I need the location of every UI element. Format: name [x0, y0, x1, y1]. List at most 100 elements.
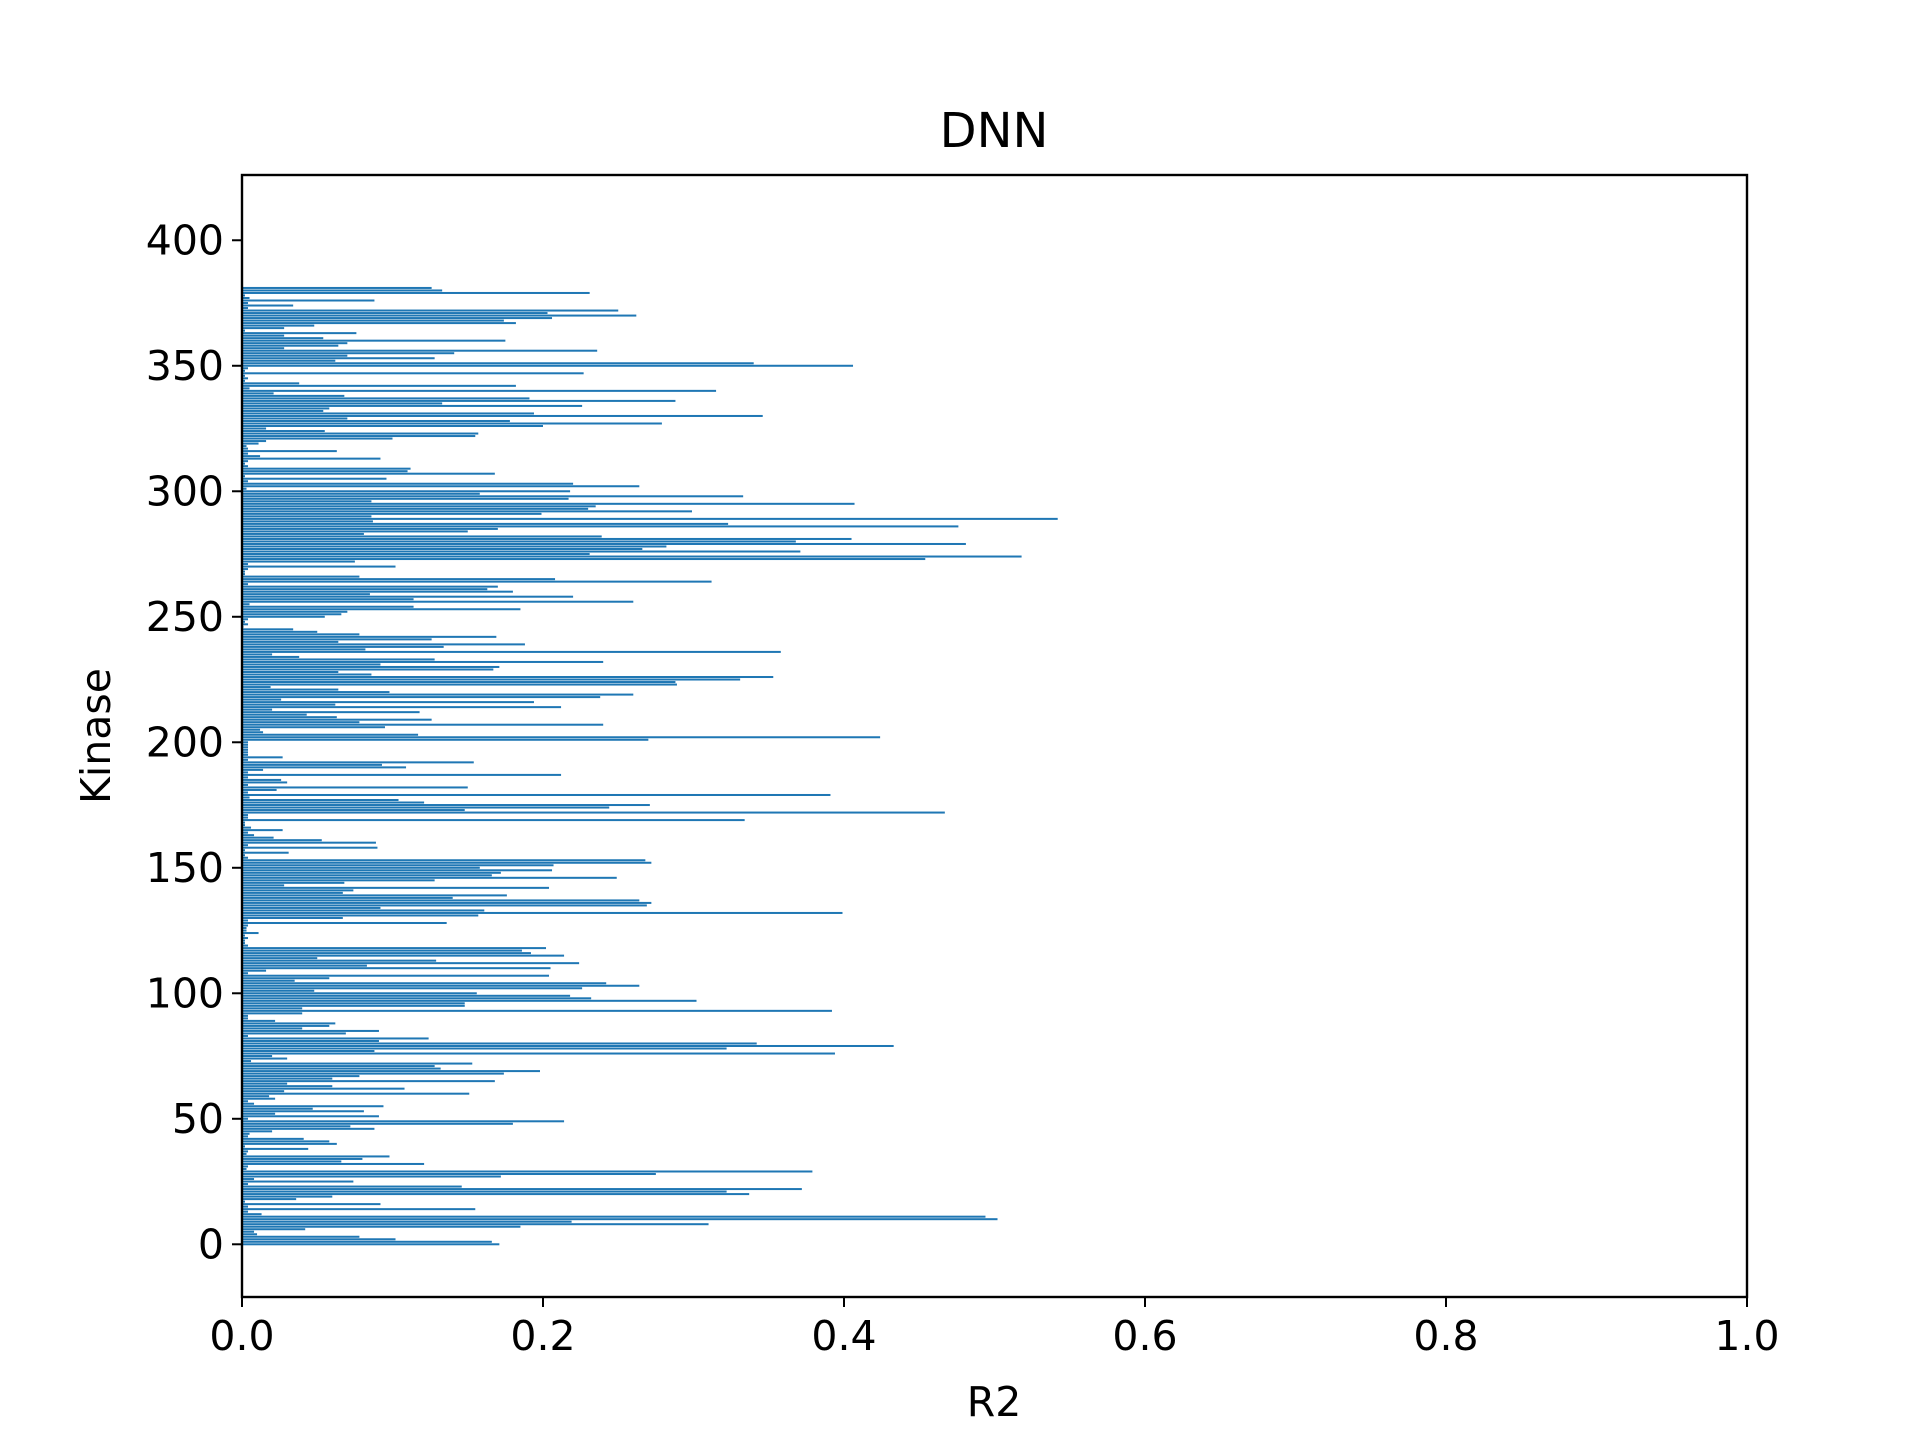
bar-kinase-270 — [242, 565, 396, 568]
bar-kinase-100 — [242, 992, 477, 995]
bar-kinase-57 — [242, 1100, 249, 1103]
bar-kinase-277 — [242, 547, 643, 551]
bar-kinase-110 — [242, 967, 551, 970]
bar-kinase-67 — [242, 1075, 360, 1078]
bar-kinase-84 — [242, 1032, 346, 1035]
bar-kinase-35 — [242, 1155, 390, 1158]
bar-kinase-361 — [242, 337, 324, 340]
bar-kinase-133 — [242, 909, 485, 912]
bar-kinase-59 — [242, 1095, 270, 1098]
bar-kinase-365 — [242, 327, 285, 330]
bar-kinase-285 — [242, 527, 498, 530]
bar-kinase-69 — [242, 1070, 540, 1073]
bar-kinase-148 — [242, 871, 501, 874]
bar-kinase-343 — [242, 382, 300, 385]
bar-kinase-82 — [242, 1037, 429, 1040]
bar-kinase-123 — [242, 934, 246, 937]
bar-kinase-126 — [242, 927, 247, 930]
bar-kinase-258 — [242, 595, 574, 598]
bar-kinase-289 — [242, 517, 1058, 520]
bar-kinase-250 — [242, 615, 325, 618]
bar-kinase-269 — [242, 568, 249, 571]
bar-kinase-354 — [242, 354, 348, 357]
bar-kinase-40 — [242, 1142, 337, 1145]
bar-kinase-306 — [242, 475, 246, 478]
bar-kinase-124 — [242, 932, 259, 935]
bar-kinase-347 — [242, 372, 584, 375]
bar-kinase-138 — [242, 896, 453, 899]
bar-kinase-155 — [242, 854, 246, 857]
bar-kinase-247 — [242, 623, 249, 626]
bar-kinase-257 — [242, 598, 414, 601]
bar-kinase-116 — [242, 952, 531, 955]
bar-kinase-17 — [242, 1200, 246, 1203]
bar-kinase-374 — [242, 304, 294, 307]
bar-kinase-299 — [242, 492, 480, 495]
bar-kinase-231 — [242, 663, 381, 666]
bar-kinase-144 — [242, 881, 345, 884]
bar-kinase-28 — [242, 1173, 656, 1176]
bar-kinase-146 — [242, 876, 617, 879]
bar-kinase-38 — [242, 1147, 309, 1150]
bar-kinase-356 — [242, 349, 598, 352]
bar-kinase-108 — [242, 972, 249, 975]
bar-kinase-288 — [242, 520, 373, 523]
bar-kinase-134 — [242, 906, 381, 909]
bar-kinase-201 — [242, 738, 649, 741]
bar-kinase-283 — [242, 532, 364, 535]
bar-kinase-370 — [242, 314, 637, 317]
bar-kinase-87 — [242, 1024, 330, 1027]
bar-kinase-275 — [242, 553, 590, 556]
bar-kinase-303 — [242, 482, 574, 485]
bar-kinase-377 — [242, 296, 250, 299]
bar-kinase-185 — [242, 778, 282, 781]
bar-kinase-332 — [242, 409, 324, 412]
bar-kinase-62 — [242, 1087, 405, 1090]
bar-kinase-194 — [242, 756, 283, 759]
y-axis: 0 50 100 150 200 250 300 350 400 — [146, 216, 242, 1268]
bar-kinase-291 — [242, 512, 542, 515]
bar-kinase-103 — [242, 984, 640, 987]
bar-kinase-314 — [242, 455, 261, 458]
bar-kinase-128 — [242, 921, 447, 925]
bar-kinase-55 — [242, 1105, 384, 1108]
bar-kinase-218 — [242, 696, 601, 699]
bar-kinase-171 — [242, 814, 249, 817]
bar-kinase-63 — [242, 1085, 333, 1088]
bar-kinase-115 — [242, 954, 565, 957]
bar-kinase-165 — [242, 829, 283, 832]
bar-kinase-308 — [242, 470, 408, 473]
bar-kinase-242 — [242, 635, 497, 638]
bar-kinase-280 — [242, 540, 796, 543]
bar-kinase-13 — [242, 1210, 249, 1213]
bar-kinase-344 — [242, 379, 246, 382]
bar-kinase-174 — [242, 806, 610, 809]
bar-kinase-346 — [242, 374, 246, 377]
bar-kinase-129 — [242, 919, 249, 922]
bar-kinase-320 — [242, 440, 267, 443]
bar-kinase-223 — [242, 683, 677, 686]
bar-kinase-267 — [242, 573, 246, 576]
bar-kinase-213 — [242, 708, 273, 711]
plot-frame — [240, 173, 1749, 1299]
bar-kinase-368 — [242, 319, 504, 322]
bar-kinase-60 — [242, 1092, 470, 1095]
bar-kinase-234 — [242, 655, 300, 658]
bar-kinase-136 — [242, 901, 652, 904]
bar-kinase-68 — [242, 1072, 504, 1075]
bar-kinase-77 — [242, 1050, 375, 1053]
x-tick-label: 0.6 — [1112, 1312, 1177, 1360]
bar-kinase-54 — [242, 1107, 313, 1110]
bar-kinase-290 — [242, 515, 372, 518]
bar-kinase-16 — [242, 1203, 381, 1206]
bar-kinase-42 — [242, 1137, 304, 1140]
bar-kinase-80 — [242, 1042, 757, 1045]
bar-kinase-273 — [242, 558, 926, 561]
bar-kinase-45 — [242, 1130, 273, 1133]
bar-kinase-15 — [242, 1205, 249, 1208]
bar-kinase-5 — [242, 1230, 255, 1233]
bar-kinase-241 — [242, 638, 432, 641]
bar-kinase-193 — [242, 758, 249, 761]
bar-kinase-371 — [242, 312, 548, 315]
bar-kinase-163 — [242, 834, 255, 837]
